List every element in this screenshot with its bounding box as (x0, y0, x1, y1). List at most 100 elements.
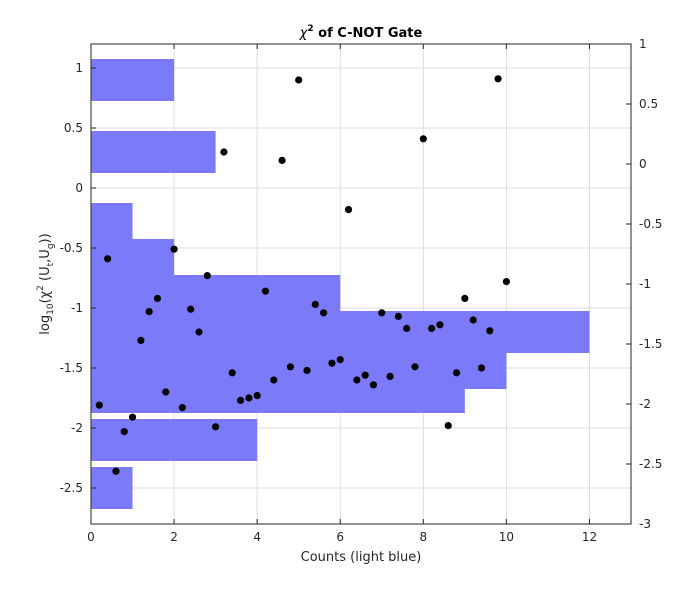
scatter-point (212, 423, 220, 431)
scatter-point (195, 328, 203, 336)
histogram-bar (91, 275, 341, 317)
right-y-tick-label: 0.5 (639, 97, 658, 111)
scatter-point (428, 324, 436, 332)
scatter-point (336, 356, 344, 364)
y-tick-label: -2 (71, 421, 83, 435)
scatter-point (228, 369, 236, 377)
right-y-tick-label: -1.5 (639, 337, 662, 351)
scatter-point (502, 278, 510, 286)
scatter-point (178, 404, 186, 412)
scatter-point (245, 394, 253, 402)
scatter-point (203, 272, 211, 280)
scatter-point (378, 309, 386, 317)
scatter-point (461, 294, 469, 302)
x-axis-label: Counts (light blue) (301, 550, 422, 565)
ylabel-u: (U (38, 266, 53, 285)
right-y-tick-label: -0.5 (639, 217, 662, 231)
scatter-point (120, 428, 128, 436)
x-tick-label: 4 (253, 530, 261, 544)
scatter-point (419, 135, 427, 143)
scatter-point (303, 366, 311, 374)
title-rest: of C-NOT Gate (314, 26, 423, 41)
histogram-bar (91, 419, 258, 461)
y-tick-label: -1 (71, 301, 83, 315)
x-tick-label: 12 (582, 530, 597, 544)
y-tick-label: -2.5 (60, 481, 83, 495)
scatter-point (128, 413, 137, 421)
scatter-point (436, 321, 444, 329)
histogram-bar (91, 311, 590, 353)
title-superscript: 2 (307, 24, 313, 34)
scatter-point (236, 396, 245, 404)
x-tick-label: 8 (419, 530, 427, 544)
scatter-point (328, 359, 336, 367)
x-tick-label: 0 (87, 530, 95, 544)
scatter-point (220, 148, 228, 156)
scatter-point (153, 294, 162, 302)
scatter-point (170, 245, 178, 253)
scatter-point (104, 255, 112, 263)
right-y-tick-label: 0 (639, 157, 647, 171)
histogram-bar (91, 203, 133, 245)
chart-title: χ2 of C-NOT Gate (299, 24, 423, 41)
scatter-point (145, 308, 153, 316)
scatter-point (320, 309, 328, 317)
scatter-point (270, 376, 278, 384)
scatter-point (295, 76, 303, 84)
ylabel-sub-t: t (46, 262, 56, 266)
scatter-point (95, 401, 103, 409)
x-tick-label: 10 (499, 530, 514, 544)
scatter-point (311, 300, 319, 308)
histogram-bar (91, 59, 175, 101)
y-tick-label: -1.5 (60, 361, 83, 375)
scatter-point (444, 422, 452, 430)
ylabel-comma-u: ,U (38, 249, 53, 263)
x-tick-label: 2 (170, 530, 178, 544)
axis-ticks: 0 2 4 6 8 10 12-2.5-2-1.5-1-0.500.51-3-2.5-2-1… (60, 37, 663, 544)
scatter-point (261, 287, 270, 295)
scatter-point (286, 363, 294, 371)
histogram-bar (91, 347, 507, 389)
scatter-point (403, 324, 411, 332)
ylabel-log: log (38, 315, 53, 335)
scatter-point (411, 363, 419, 371)
histogram-bars (91, 59, 590, 509)
y-tick-label: -0.5 (60, 241, 83, 255)
y-axis-label: log10(χ2 (Ut,Ug)) (36, 233, 56, 334)
y-tick-label: 1 (75, 61, 83, 75)
scatter-point (486, 327, 494, 335)
scatter-point (394, 312, 402, 320)
histogram-bar (91, 467, 133, 509)
histogram-bar (91, 239, 175, 281)
scatter-point (452, 369, 461, 377)
scatter-point (162, 388, 170, 396)
title-symbol: χ (299, 26, 309, 41)
scatter-point (344, 206, 353, 214)
scatter-point (361, 371, 369, 379)
right-y-tick-label: -2 (639, 397, 651, 411)
ylabel-close: )) (38, 233, 53, 243)
right-y-tick-label: -3 (639, 517, 651, 531)
scatter-point (494, 75, 502, 83)
ylabel-sub-10: 10 (46, 303, 56, 315)
x-tick-label: 6 (336, 530, 344, 544)
scatter-point (253, 392, 261, 400)
y-tick-label: 0 (75, 181, 83, 195)
scatter-point (477, 364, 486, 372)
right-y-tick-label: 1 (639, 37, 647, 51)
right-y-tick-label: -2.5 (639, 457, 662, 471)
ylabel-sub-g: g (46, 243, 56, 249)
right-y-tick-label: -1 (639, 277, 651, 291)
scatter-point (386, 372, 394, 380)
scatter-point (469, 316, 477, 324)
ylabel-sup-2: 2 (36, 285, 46, 291)
grid-lines (91, 44, 631, 524)
scatter-point (278, 156, 286, 164)
scatter-point (137, 336, 145, 344)
scatter-point (353, 376, 361, 384)
scatter-point (187, 305, 195, 313)
scatter-point (112, 467, 120, 475)
y-tick-label: 0.5 (64, 121, 83, 135)
ylabel-chi: (χ (38, 290, 53, 303)
